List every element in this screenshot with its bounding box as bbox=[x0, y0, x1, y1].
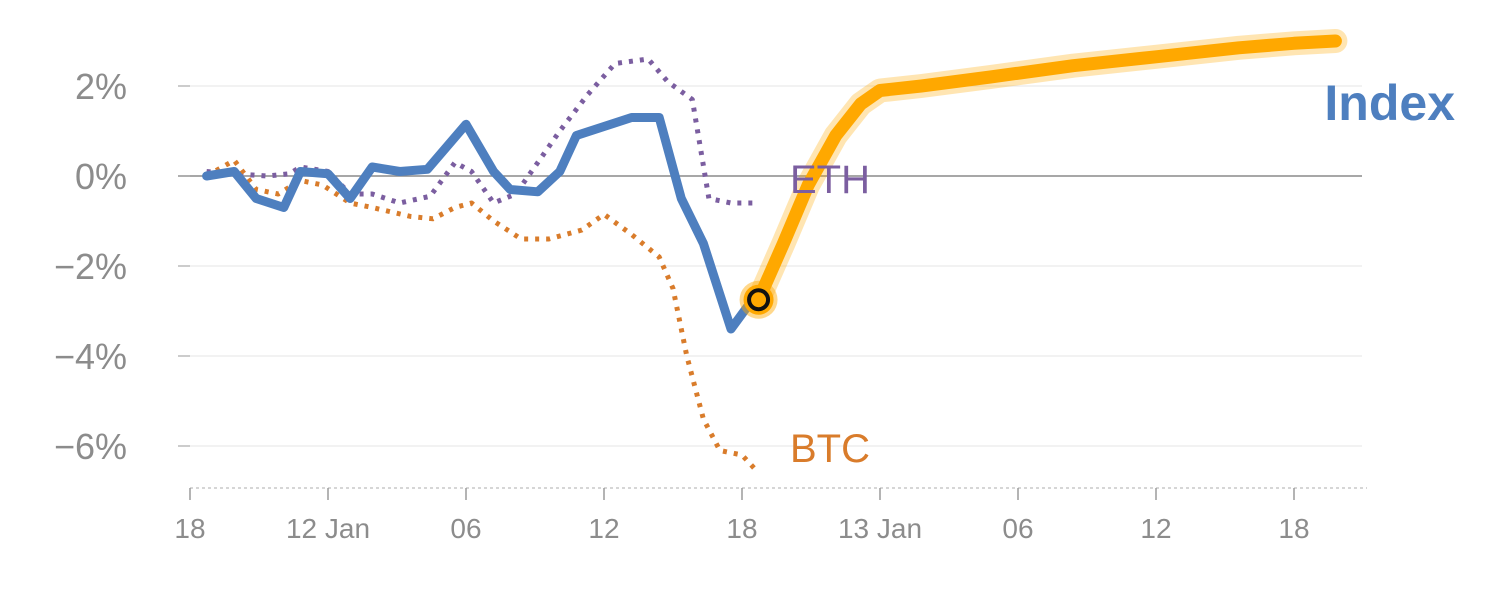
y-tick-label: 2% bbox=[75, 66, 127, 107]
x-tick-label: 13 Jan bbox=[838, 513, 922, 544]
y-tick-label: −2% bbox=[54, 246, 127, 287]
series-labels: ETH BTC Index bbox=[790, 75, 1455, 471]
axes: 2% 0% −2% −4% −6% 18 12 Jan 06 12 18 13 Jan 06 12 18 bbox=[54, 66, 1367, 544]
x-tick-label: 12 bbox=[1140, 513, 1171, 544]
y-tick-label: 0% bbox=[75, 156, 127, 197]
btc-series-label: BTC bbox=[790, 427, 870, 471]
x-tick-label: 12 Jan bbox=[286, 513, 370, 544]
eth-series-label: ETH bbox=[790, 158, 870, 202]
x-tick-label: 12 bbox=[588, 513, 619, 544]
x-tick-label: 06 bbox=[450, 513, 481, 544]
x-tick-label: 18 bbox=[1278, 513, 1309, 544]
btc-line bbox=[205, 157, 761, 475]
x-tick-label: 18 bbox=[726, 513, 757, 544]
y-tick-label: −4% bbox=[54, 336, 127, 377]
index-series-label: Index bbox=[1324, 75, 1455, 131]
y-tick-label: −6% bbox=[54, 426, 127, 467]
x-tick-label: 06 bbox=[1002, 513, 1033, 544]
index-end-marker bbox=[747, 288, 771, 312]
x-tick-label: 18 bbox=[174, 513, 205, 544]
index-forecast-line bbox=[752, 34, 1342, 307]
index-line bbox=[202, 113, 764, 334]
series-layer bbox=[202, 29, 1348, 475]
